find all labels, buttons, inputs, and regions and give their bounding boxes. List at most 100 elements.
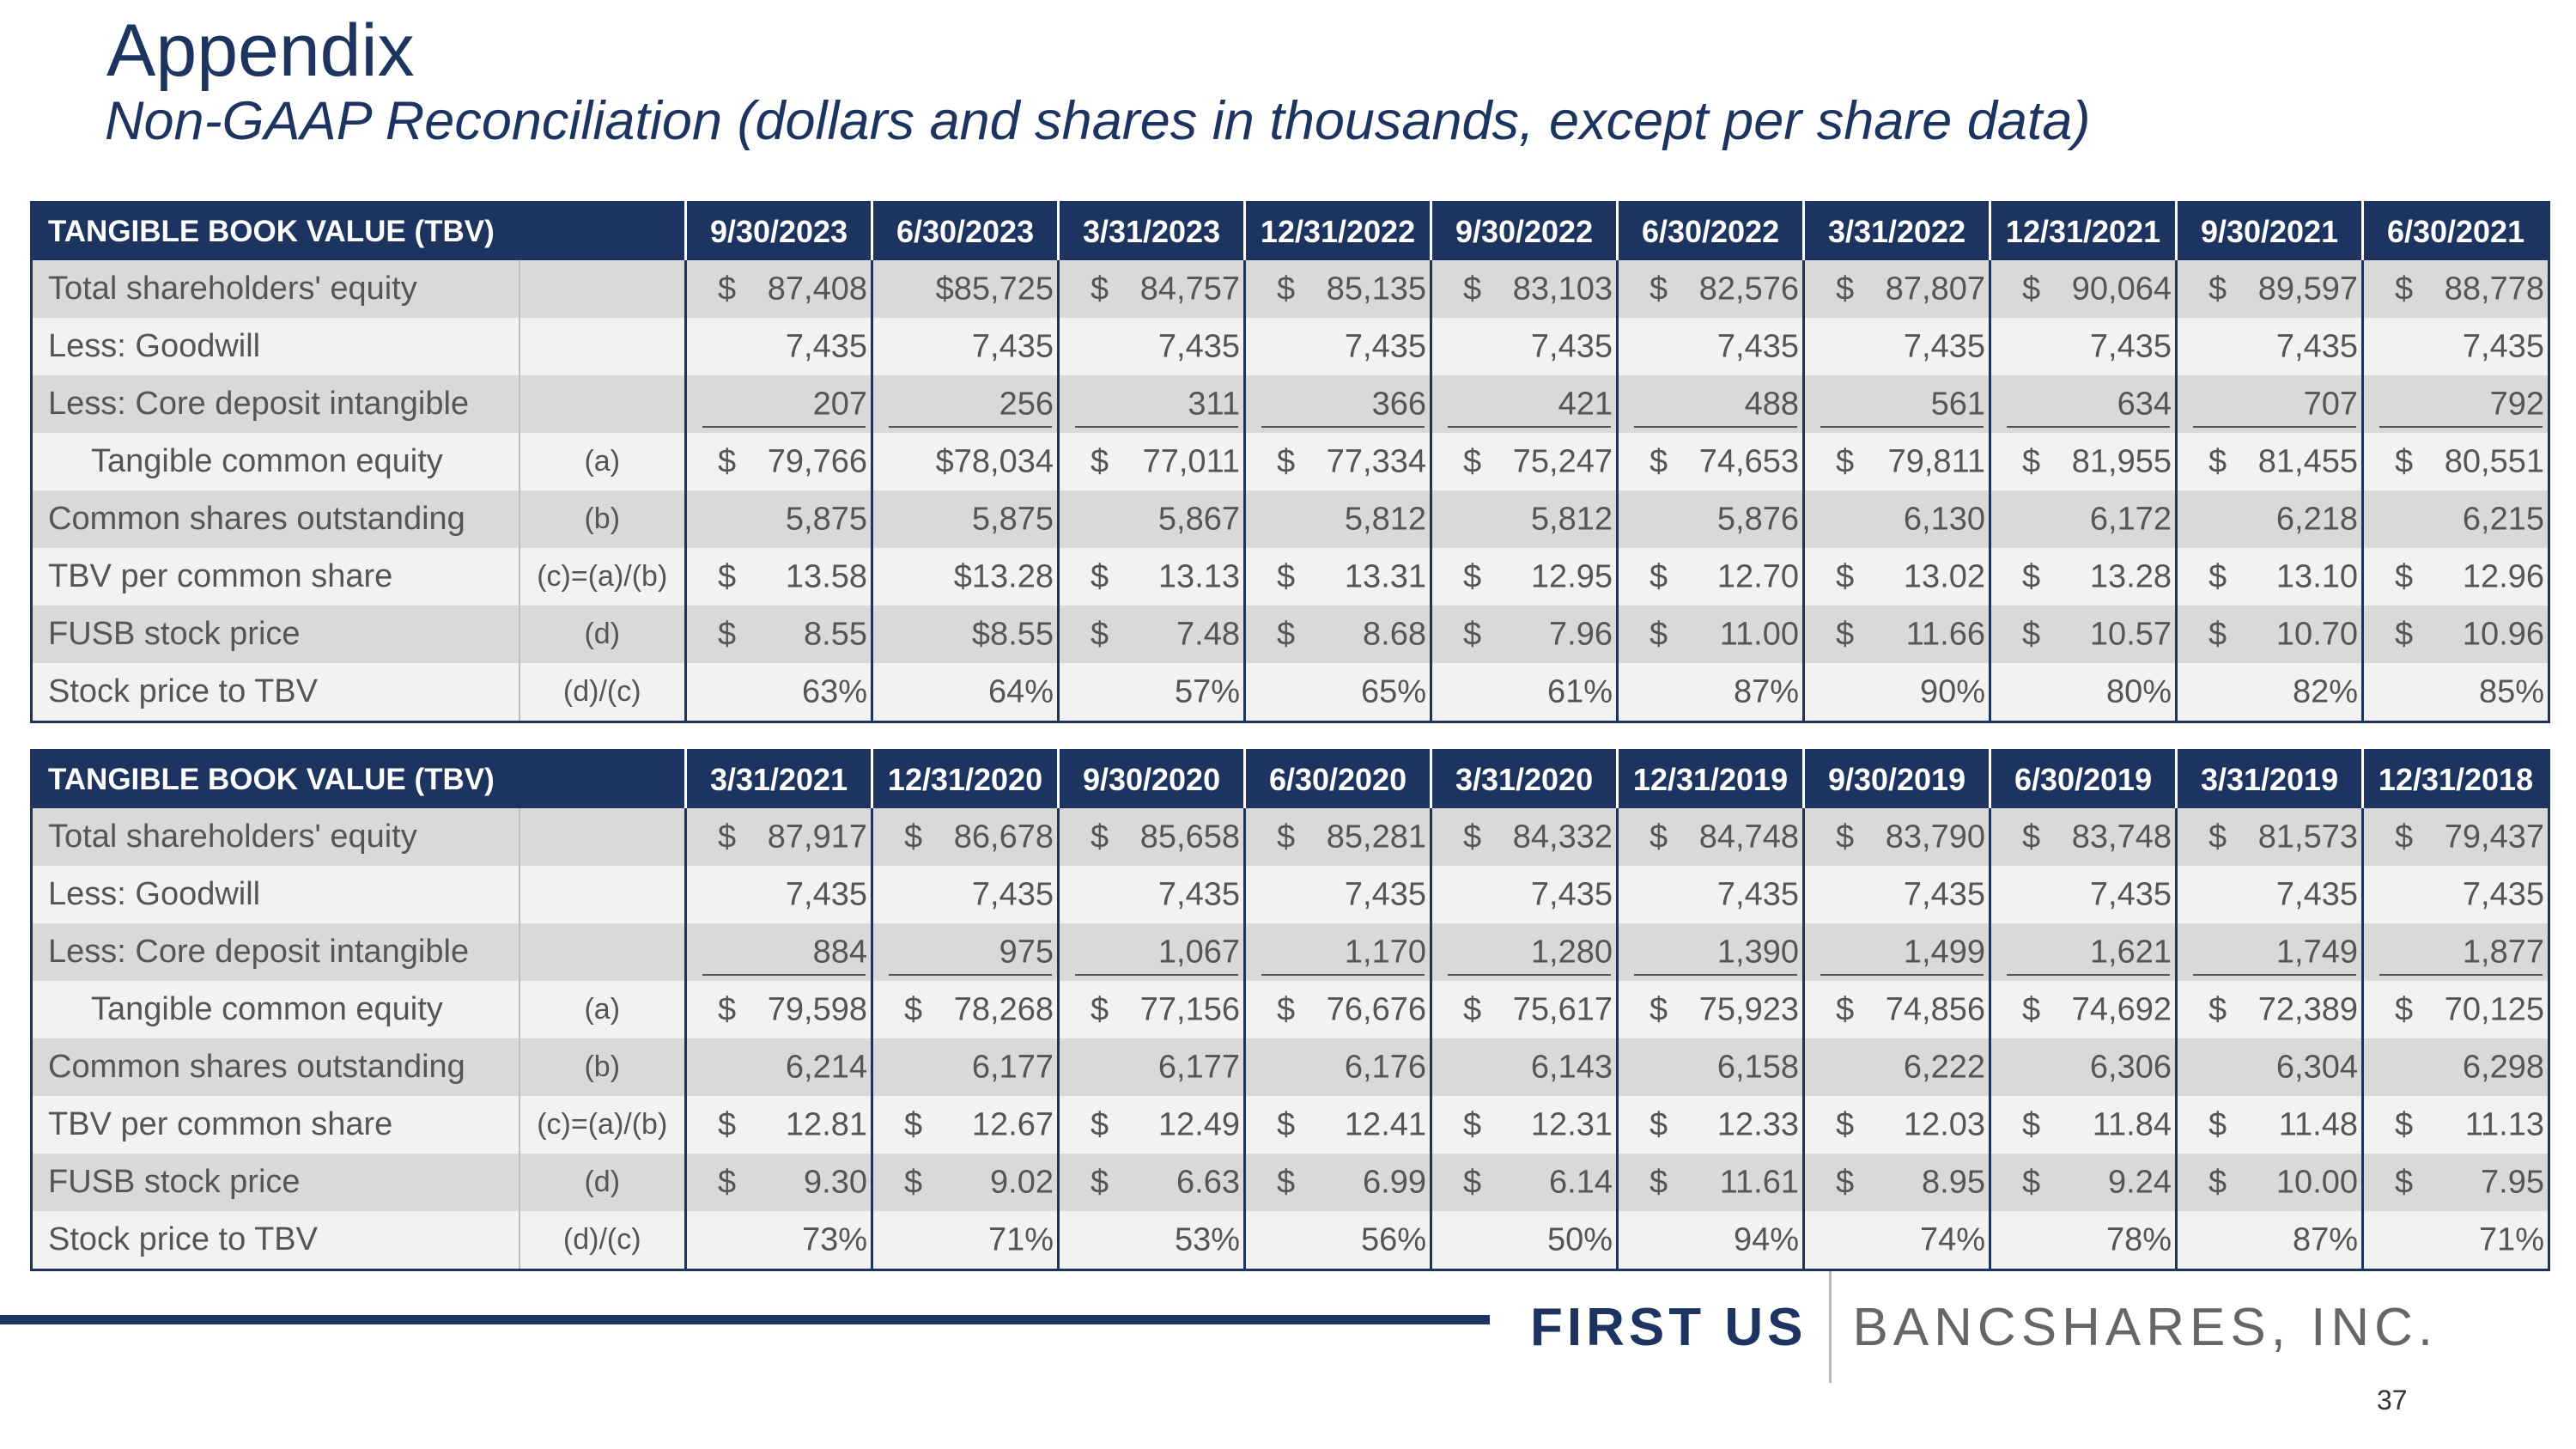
currency-sign: $	[2208, 271, 2227, 307]
cell-value: 74,856	[1885, 991, 1986, 1027]
page-number: 37	[2377, 1385, 2408, 1416]
cell-value: 87%	[2292, 1221, 2359, 1257]
table-row: Common shares outstanding (b) 6,214 6,177 6,…	[31, 1038, 2549, 1096]
currency-sign: $	[1836, 991, 1855, 1027]
value-cell: $74,856	[1802, 981, 1990, 1038]
cell-value: 12.31	[1530, 1106, 1613, 1142]
cell-value: 7,435	[1344, 876, 1427, 912]
cell-value: 1,499	[1903, 934, 1986, 970]
column-date: 3/31/2022	[1802, 202, 1990, 260]
column-date: 12/31/2021	[1989, 202, 2177, 260]
value-cell: 7,435	[1243, 318, 1431, 375]
value-cell: 1,067	[1057, 923, 1245, 981]
value-cell: $11.61	[1616, 1154, 1804, 1211]
cell-value: 87,408	[767, 271, 868, 307]
value-cell: 65%	[1243, 663, 1431, 722]
currency-sign: $	[2208, 558, 2227, 594]
currency-sign: $	[2395, 271, 2414, 307]
cell-value: 11.48	[2278, 1106, 2359, 1142]
value-cell: $12.49	[1057, 1096, 1245, 1154]
value-cell: 5,812	[1243, 490, 1431, 548]
value-cell: $12.81	[684, 1096, 872, 1154]
cell-value: 7.95	[2481, 1164, 2545, 1200]
value-cell: $76,676	[1243, 981, 1431, 1038]
currency-sign: $	[1091, 1106, 1109, 1142]
value-cell: 884	[684, 923, 872, 981]
cell-value: 9.02	[990, 1164, 1054, 1200]
value-cell: 7,435	[871, 866, 1059, 923]
value-cell: 421	[1430, 375, 1618, 433]
currency-sign: $	[1649, 271, 1668, 307]
currency-sign: $	[1091, 991, 1109, 1027]
cell-value: 83,103	[1512, 271, 1613, 307]
cell-value: 70,125	[2444, 991, 2545, 1027]
table-row: Tangible common equity (a) $79,766 $78,034 $…	[31, 433, 2549, 490]
cell-value: 94%	[1733, 1221, 1800, 1257]
currency-sign: $	[2395, 558, 2414, 594]
column-date: 9/30/2022	[1430, 202, 1618, 260]
column-date: 3/31/2021	[684, 750, 872, 808]
currency-sign: $	[718, 271, 737, 307]
column-date: 3/31/2019	[2175, 750, 2363, 808]
currency-sign: $	[904, 819, 923, 855]
currency-sign: $	[1463, 991, 1482, 1027]
currency-sign: $	[2022, 558, 2041, 594]
cell-value: 6,143	[1530, 1049, 1613, 1085]
value-cell: $79,766	[684, 433, 872, 490]
cell-value: 77,011	[1142, 443, 1241, 479]
value-cell: 707	[2175, 375, 2363, 433]
value-cell: 6,306	[1989, 1038, 2177, 1096]
value-cell: 7,435	[2361, 318, 2549, 375]
cell-value: 884	[812, 934, 868, 970]
value-cell: 975	[871, 923, 1059, 981]
value-cell: 6,214	[684, 1038, 872, 1096]
tbv-table-recent: TANGIBLE BOOK VALUE (TBV) 9/30/2023 6/30/2…	[30, 201, 2551, 723]
cell-value: 256	[999, 386, 1054, 422]
currency-sign: $	[718, 1164, 737, 1200]
currency-sign: $	[1649, 991, 1668, 1027]
cell-value: 50%	[1546, 1221, 1613, 1257]
row-note: (a)	[519, 981, 686, 1038]
page-subtitle: Non-GAAP Reconciliation (dollars and sha…	[105, 91, 2091, 151]
cell-value: 7,435	[1344, 328, 1427, 364]
value-cell: $80,551	[2361, 433, 2549, 490]
cell-value: 7,435	[1157, 328, 1241, 364]
value-cell: $86,678	[871, 808, 1059, 866]
value-cell: 6,176	[1243, 1038, 1431, 1096]
cell-value: 6,306	[2089, 1049, 2172, 1085]
cell-value: 7,435	[2089, 876, 2172, 912]
currency-sign: $	[718, 1106, 737, 1142]
value-cell: $12.95	[1430, 548, 1618, 606]
cell-value: 87,917	[767, 819, 868, 855]
cell-value: 11.00	[1719, 616, 1800, 652]
cell-value: 5,875	[785, 501, 868, 537]
cell-value: 7,435	[1716, 876, 1800, 912]
value-cell: $79,811	[1802, 433, 1990, 490]
cell-value: 11.61	[1719, 1164, 1800, 1200]
value-cell: 71%	[2361, 1211, 2549, 1270]
value-cell: $75,617	[1430, 981, 1618, 1038]
value-cell: 7,435	[1430, 866, 1618, 923]
cell-value: 6,177	[1157, 1049, 1241, 1085]
value-cell: 488	[1616, 375, 1804, 433]
cell-value: 5,812	[1344, 501, 1427, 537]
cell-value: 12.96	[2462, 558, 2545, 594]
cell-value: 6,304	[2275, 1049, 2359, 1085]
column-date: 3/31/2020	[1430, 750, 1618, 808]
column-date: 9/30/2023	[684, 202, 872, 260]
value-cell: $9.30	[684, 1154, 872, 1211]
value-cell: $8.55	[871, 606, 1059, 663]
currency-sign: $	[718, 991, 737, 1027]
cell-value: 207	[812, 386, 868, 422]
table-row: Less: Goodwill 7,435 7,435 7,435 7,435 7,435 7…	[31, 318, 2549, 375]
cell-value: 89,597	[2257, 271, 2359, 307]
cell-value: 78,268	[953, 991, 1054, 1027]
cell-value: 10.96	[2462, 616, 2545, 652]
value-cell: 6,158	[1616, 1038, 1804, 1096]
currency-sign: $	[1091, 271, 1109, 307]
cell-value: 7,435	[2462, 876, 2545, 912]
table-row: FUSB stock price (d) $9.30 $9.02 $6.63 $6.99 $…	[31, 1154, 2549, 1211]
currency-sign: $	[1463, 271, 1482, 307]
cell-value: 13.13	[1157, 558, 1241, 594]
company-logo: FIRST US BANCSHARES, INC.	[1530, 1271, 2438, 1383]
